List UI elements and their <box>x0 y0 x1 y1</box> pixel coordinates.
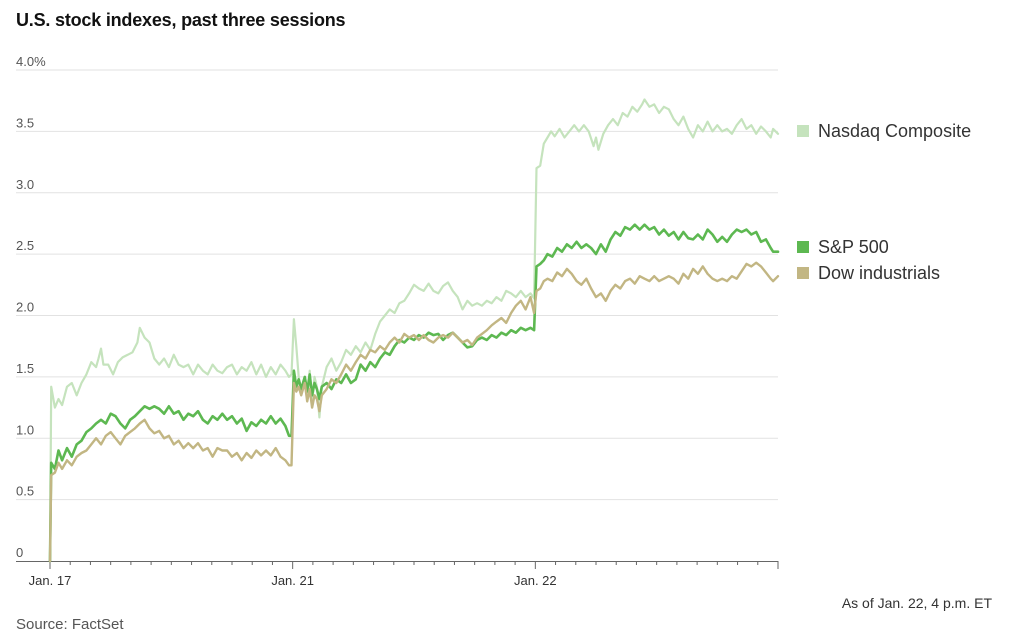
series-line-dow-industrials <box>48 261 780 563</box>
legend: Nasdaq Composite S&P 500 Dow industrials <box>797 121 971 283</box>
y-tick-label: 1.5 <box>16 361 34 376</box>
y-tick-label: 0.5 <box>16 484 34 499</box>
y-axis: 0 0.5 1.0 1.5 2.0 2.5 3.0 3.5 4.0% <box>16 54 46 560</box>
y-tick-label: 3.0 <box>16 177 34 192</box>
legend-swatch <box>797 267 809 279</box>
legend-swatch <box>797 241 809 253</box>
as-of-note: As of Jan. 22, 4 p.m. ET <box>841 595 992 611</box>
series-lines <box>48 98 780 563</box>
source-note: Source: FactSet <box>16 616 124 633</box>
legend-label: S&P 500 <box>818 237 889 257</box>
y-tick-label: 2.5 <box>16 238 34 253</box>
y-tick-label: 0 <box>16 545 23 560</box>
y-tick-label: 2.0 <box>16 300 34 315</box>
y-tick-label: 3.5 <box>16 115 34 130</box>
chart-title: U.S. stock indexes, past three sessions <box>16 10 346 30</box>
x-tick-label: Jan. 17 <box>29 573 72 588</box>
x-axis: Jan. 17 Jan. 21 Jan. 22 <box>16 561 779 588</box>
legend-label: Dow industrials <box>818 263 940 283</box>
y-tick-label: 1.0 <box>16 422 34 437</box>
x-tick-label: Jan. 21 <box>271 573 314 588</box>
series-line-nasdaq-composite <box>48 98 780 563</box>
series-line-s-p-500 <box>48 223 780 563</box>
x-tick-label: Jan. 22 <box>514 573 557 588</box>
legend-label: Nasdaq Composite <box>818 121 971 141</box>
y-tick-label: 4.0% <box>16 54 46 69</box>
gridlines <box>16 69 778 501</box>
legend-swatch <box>797 125 809 137</box>
